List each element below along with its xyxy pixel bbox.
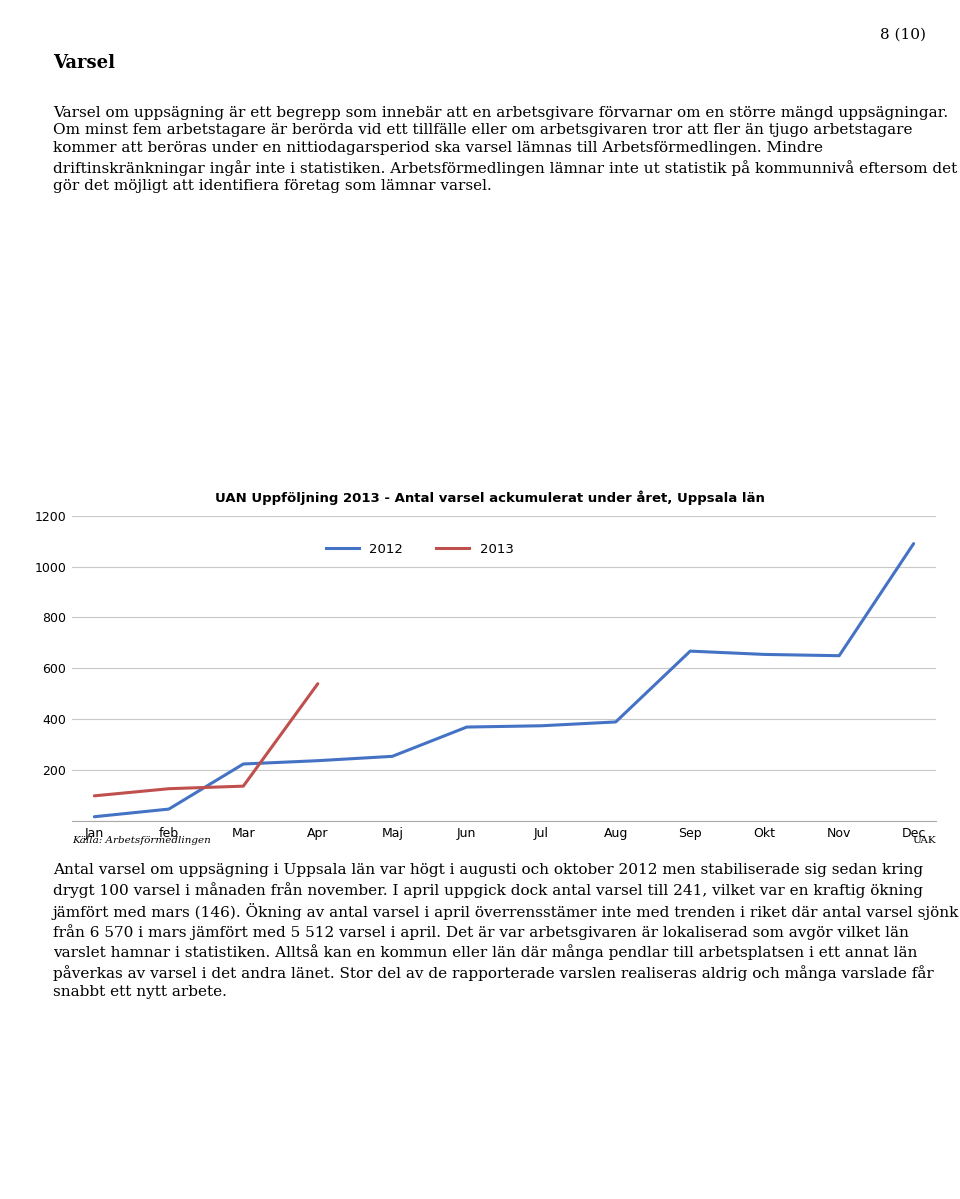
Text: 8 (10): 8 (10) bbox=[880, 28, 926, 42]
Text: Varsel: Varsel bbox=[53, 54, 115, 72]
2013 bbox=[312, 676, 324, 691]
2012 bbox=[461, 719, 472, 734]
2012 bbox=[163, 802, 175, 817]
Line: 2012: 2012 bbox=[94, 543, 914, 817]
2012 bbox=[88, 809, 100, 824]
Text: Källa: Arbetsförmedlingen: Källa: Arbetsförmedlingen bbox=[72, 836, 211, 845]
Text: UAK: UAK bbox=[912, 836, 936, 845]
2012 bbox=[684, 644, 696, 658]
2012 bbox=[833, 649, 845, 663]
2012 bbox=[908, 536, 920, 550]
2013 bbox=[237, 779, 249, 794]
2013 bbox=[88, 789, 100, 803]
2012 bbox=[387, 749, 398, 764]
2012 bbox=[237, 757, 249, 771]
2012 bbox=[759, 647, 771, 662]
Text: UAN Uppföljning 2013 - Antal varsel ackumulerat under året, Uppsala län: UAN Uppföljning 2013 - Antal varsel acku… bbox=[215, 490, 764, 505]
Legend: 2012, 2013: 2012, 2013 bbox=[321, 537, 519, 561]
2012 bbox=[312, 753, 324, 767]
Text: Antal varsel om uppsägning i Uppsala län var högt i augusti och oktober 2012 men: Antal varsel om uppsägning i Uppsala län… bbox=[53, 863, 959, 999]
2012 bbox=[610, 715, 621, 729]
2012 bbox=[536, 718, 547, 733]
Text: Varsel om uppsägning är ett begrepp som innebär att en arbetsgivare förvarnar om: Varsel om uppsägning är ett begrepp som … bbox=[53, 106, 957, 193]
Line: 2013: 2013 bbox=[94, 683, 318, 796]
2013 bbox=[163, 782, 175, 796]
